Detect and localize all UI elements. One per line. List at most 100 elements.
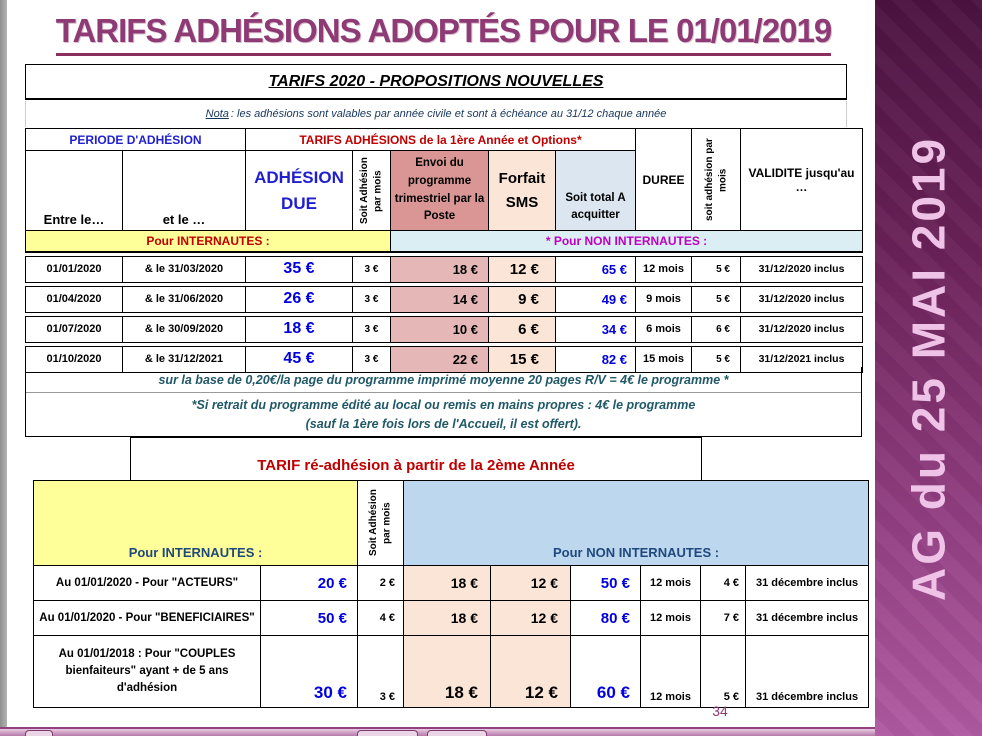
cell-total: 65 € (555, 255, 636, 283)
cell-per-month: 4 € (357, 600, 404, 636)
cell-sms: 9 € (488, 285, 556, 313)
cell-due: 20 € (260, 565, 358, 601)
note-program-pickup: *Si retrait du programme édité au local … (26, 393, 861, 436)
cell-due: 26 € (245, 285, 353, 313)
cell-validity: 31 décembre inclus (744, 565, 870, 601)
cell-sms: 12 € (490, 600, 571, 636)
header-entre-le: Entre le… (25, 150, 123, 231)
nota-text: : les adhésions sont valables par année … (230, 108, 667, 120)
cell-per-month: 3 € (352, 345, 391, 373)
cell-to: & le 31/03/2020 (122, 255, 246, 283)
cell-sms: 15 € (488, 345, 556, 373)
cell-label: Au 01/01/2018 : Pour "COUPLES bienfaiteu… (33, 635, 261, 708)
readhesion-title: TARIF ré-adhésion à partir de la 2ème An… (257, 457, 575, 474)
bottom-tab (427, 730, 487, 736)
cell-per-month-opt: 5 € (691, 285, 741, 313)
page-number: 34 (712, 703, 728, 719)
header-adhesion-due: ADHÉSION DUE (245, 150, 353, 231)
cell-duration: 6 mois (635, 315, 692, 343)
cell-post: 18 € (390, 255, 489, 283)
cell-per-month: 2 € (357, 565, 404, 601)
cell-sms: 12 € (488, 255, 556, 283)
cell-duration: 9 mois (635, 285, 692, 313)
bottom-tab (357, 730, 418, 736)
header-tarifs-adhesions: TARIFS ADHÉSIONS de la 1ère Année et Opt… (245, 128, 636, 151)
page-title-text: TARIFS ADHÉSIONS ADOPTÉS POUR LE 01/01/2… (55, 12, 832, 56)
header-duree: DUREE (635, 128, 692, 231)
nota-line: Nota : les adhésions sont valables par a… (25, 101, 847, 127)
note-program-price: sur la base de 0,20€/la page du programm… (26, 367, 861, 393)
cell-per-month: 3 € (352, 315, 391, 343)
header-validite: VALIDITE jusqu'au … (740, 128, 863, 231)
cell-post: 18 € (403, 565, 491, 601)
band-pour-non-internautes: * Pour NON INTERNAUTES : (390, 230, 863, 253)
cell-validity: 31 décembre inclus (744, 600, 870, 636)
cell-per-month-opt: 6 € (691, 315, 741, 343)
cell-sms: 12 € (490, 565, 571, 601)
bottom-tab (25, 730, 53, 736)
t2-band-pour-internautes: Pour INTERNAUTES : (33, 480, 358, 566)
readhesion-table: Pour INTERNAUTES : Soit Adhésion par moi… (33, 480, 870, 708)
header-periode-adhesion: PERIODE D'ADHÉSION (25, 128, 246, 151)
cell-total: 82 € (555, 345, 636, 373)
bottom-decoration-bar (0, 727, 875, 736)
table-row: 01/04/2020 & le 31/06/2020 26 € 3 € 14 €… (25, 285, 863, 313)
cell-from: 01/01/2020 (25, 255, 123, 283)
cell-per-month-opt: 5 € (691, 345, 741, 373)
cell-due: 50 € (260, 600, 358, 636)
page-title: TARIFS ADHÉSIONS ADOPTÉS POUR LE 01/01/2… (25, 12, 862, 56)
cell-post: 10 € (390, 315, 489, 343)
cell-per-month-opt: 5 € (700, 635, 746, 708)
band-pour-internautes: Pour INTERNAUTES : (25, 230, 391, 253)
cell-post: 18 € (403, 600, 491, 636)
sidebar-banner-text: AG du 25 MAI 2019 (902, 135, 955, 601)
cell-duration: 15 mois (635, 345, 692, 373)
cell-per-month: 3 € (352, 285, 391, 313)
cell-post: 22 € (390, 345, 489, 373)
header-et-le: et le … (122, 150, 246, 231)
nota-label: Nota (205, 108, 229, 120)
cell-from: 01/10/2020 (25, 345, 123, 373)
program-notes: sur la base de 0,20€/la page du programm… (25, 367, 862, 437)
table-row: 01/10/2020 & le 31/12/2021 45 € 3 € 22 €… (25, 345, 863, 373)
note-pickup-line1: *Si retrait du programme édité au local … (191, 398, 696, 412)
readhesion-title-box: TARIF ré-adhésion à partir de la 2ème An… (130, 437, 702, 481)
subtitle-text: TARIFS 2020 - PROPOSITIONS NOUVELLES (268, 72, 604, 90)
cell-per-month-opt: 5 € (691, 255, 741, 283)
cell-sms: 6 € (488, 315, 556, 343)
cell-per-month: 3 € (357, 635, 404, 708)
note-pickup-line2: (sauf la 1ère fois lors de l'Accueil, il… (305, 417, 582, 431)
slide-left-edge (0, 0, 7, 727)
cell-per-month-opt: 4 € (700, 565, 746, 601)
table-row: 01/01/2020 & le 31/03/2020 35 € 3 € 18 €… (25, 255, 863, 283)
cell-total: 34 € (555, 315, 636, 343)
cell-label: Au 01/01/2020 - Pour "BENEFICIAIRES" (33, 600, 261, 636)
cell-post: 18 € (403, 635, 491, 708)
cell-validity: 31/12/2020 inclus (740, 315, 863, 343)
cell-validity: 31/12/2020 inclus (740, 285, 863, 313)
cell-duration: 12 mois (640, 635, 701, 708)
header-soit-adhesion-par-mois-2: soit adhésion par mois (691, 128, 741, 231)
cell-from: 01/07/2020 (25, 315, 123, 343)
cell-due: 35 € (245, 255, 353, 283)
cell-from: 01/04/2020 (25, 285, 123, 313)
tariffs-2020-table: PERIODE D'ADHÉSION TARIFS ADHÉSIONS de l… (25, 128, 863, 373)
cell-total: 50 € (570, 565, 641, 601)
header-envoi-programme: Envoi du programme trimestriel par la Po… (390, 150, 489, 231)
sidebar-banner: AG du 25 MAI 2019 (875, 0, 982, 736)
cell-validity: 31/12/2020 inclus (740, 255, 863, 283)
cell-duration: 12 mois (640, 600, 701, 636)
cell-label: Au 01/01/2020 - Pour "ACTEURS" (33, 565, 261, 601)
cell-total: 80 € (570, 600, 641, 636)
cell-validity: 31/12/2021 inclus (740, 345, 863, 373)
cell-due: 18 € (245, 315, 353, 343)
readhesion-table-grid: Pour INTERNAUTES : Soit Adhésion par moi… (33, 480, 870, 708)
t2-header-soit-adhesion-par-mois: Soit Adhésion par mois (357, 480, 404, 566)
t2-band-pour-non-internautes: Pour NON INTERNAUTES : (402, 480, 870, 566)
header-soit-total: Soit total A acquitter (555, 150, 636, 231)
cell-sms: 12 € (490, 635, 571, 708)
table-row: 01/07/2020 & le 30/09/2020 18 € 3 € 10 €… (25, 315, 863, 343)
cell-per-month: 3 € (352, 255, 391, 283)
cell-to: & le 31/06/2020 (122, 285, 246, 313)
